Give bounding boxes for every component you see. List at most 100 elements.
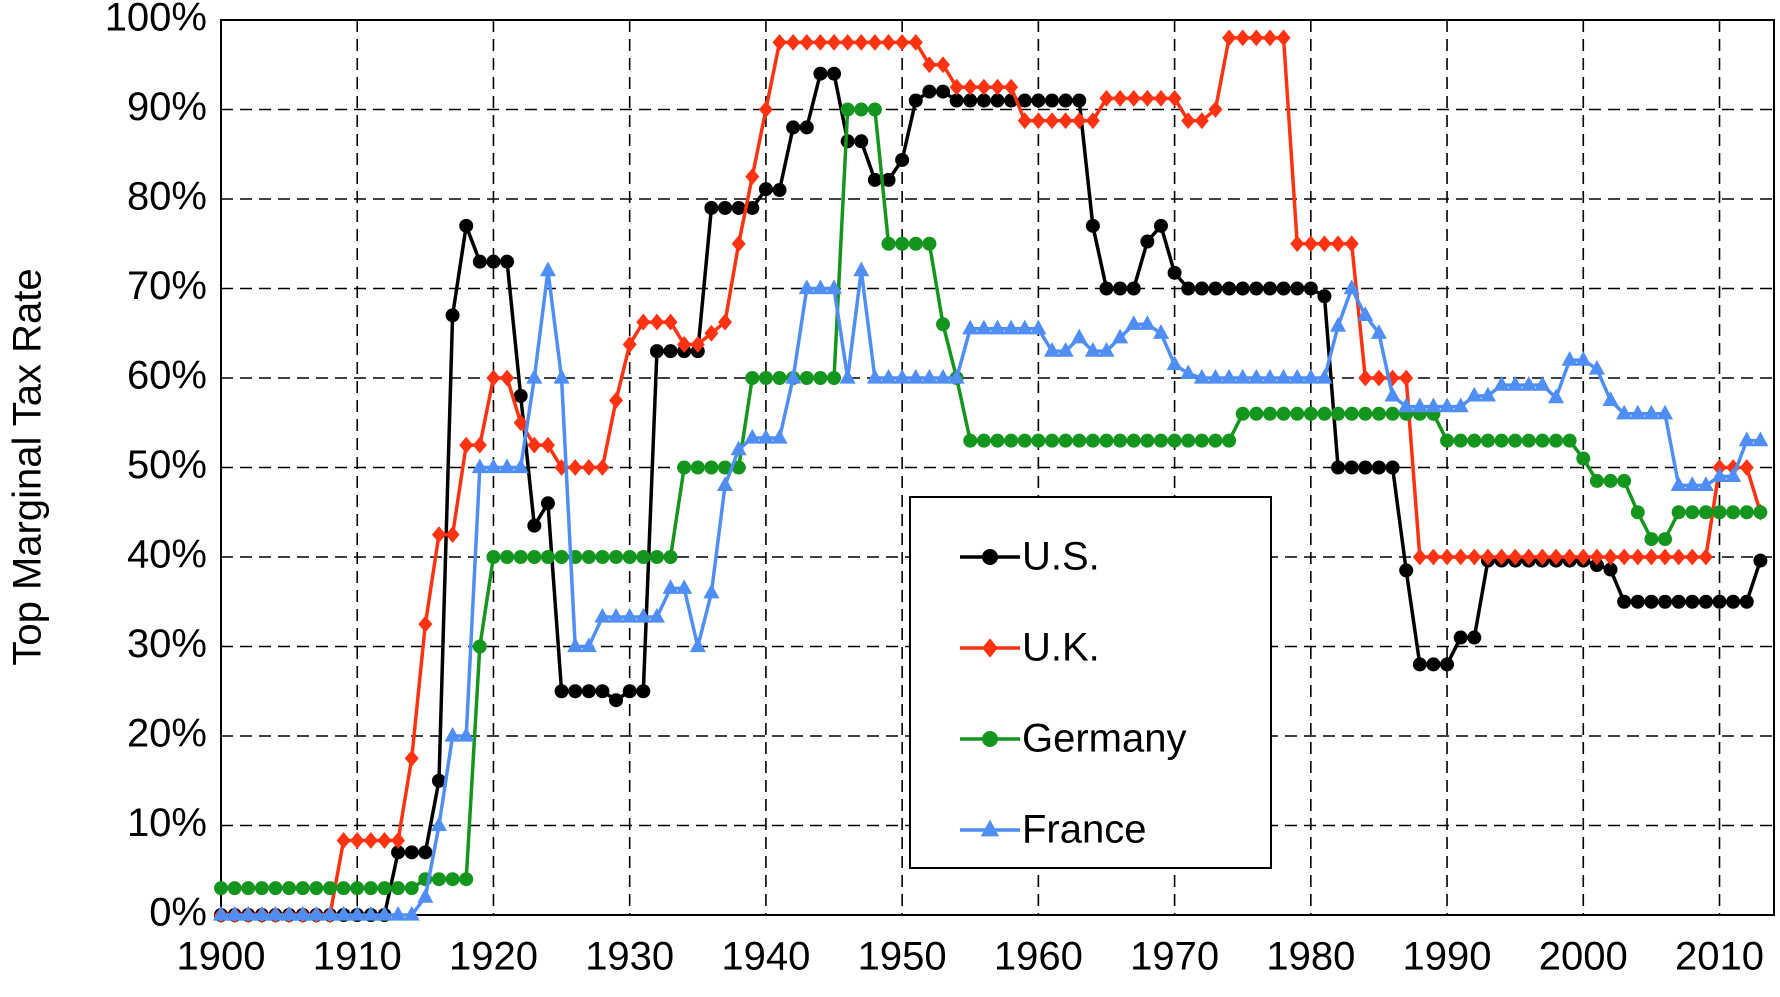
y-tick-label: 10% [127, 801, 207, 845]
legend-box [909, 496, 1272, 869]
marker [308, 905, 325, 921]
marker [1358, 406, 1373, 421]
marker [486, 254, 501, 269]
marker [798, 279, 815, 295]
marker [799, 33, 814, 51]
marker [662, 579, 679, 594]
marker [663, 550, 678, 564]
marker [758, 371, 773, 385]
marker [418, 845, 433, 860]
marker [839, 368, 856, 384]
marker [1071, 328, 1088, 344]
marker [431, 872, 446, 887]
marker [1616, 404, 1633, 420]
marker [1193, 368, 1210, 384]
marker [1370, 324, 1387, 339]
marker [1331, 460, 1346, 475]
marker [1630, 594, 1645, 609]
marker [1412, 657, 1427, 672]
marker [471, 458, 488, 474]
x-tick-label: 1970 [1130, 935, 1219, 979]
marker [417, 888, 434, 903]
marker [472, 639, 487, 654]
marker [1004, 78, 1019, 96]
marker [1439, 397, 1456, 413]
marker [1656, 404, 1674, 420]
marker [1207, 368, 1224, 384]
marker [1712, 594, 1727, 609]
marker [1453, 548, 1468, 566]
y-tick-label: 30% [127, 622, 207, 666]
y-axis-label: Top Marginal Tax Rate [6, 268, 50, 665]
marker [1494, 548, 1509, 566]
marker [990, 78, 1005, 96]
marker [1452, 397, 1469, 413]
marker [1166, 355, 1183, 371]
marker [1222, 281, 1237, 296]
marker [771, 428, 788, 444]
marker [1234, 368, 1251, 384]
marker [648, 607, 665, 623]
marker [391, 845, 406, 860]
marker [1249, 406, 1264, 421]
marker [1276, 29, 1291, 47]
marker [1467, 630, 1482, 645]
marker [744, 428, 761, 444]
marker [1658, 532, 1673, 547]
marker [936, 56, 951, 74]
marker [1752, 431, 1769, 447]
marker [1099, 281, 1114, 296]
marker [635, 607, 652, 623]
marker [349, 905, 366, 921]
marker [786, 33, 801, 51]
marker [1249, 29, 1264, 47]
x-tick-label: 1960 [994, 935, 1083, 979]
marker [404, 845, 419, 860]
marker [866, 368, 883, 384]
y-tick-label: 50% [127, 443, 207, 487]
marker [1411, 397, 1428, 413]
marker [1671, 594, 1686, 609]
marker [1371, 369, 1386, 387]
marker [980, 819, 1000, 837]
series [214, 102, 1768, 896]
marker [636, 684, 651, 699]
marker [1684, 476, 1701, 491]
marker [1085, 112, 1100, 130]
marker [827, 371, 842, 385]
marker [282, 881, 297, 896]
marker [363, 832, 378, 849]
marker [1208, 433, 1223, 448]
marker [1112, 328, 1129, 344]
y-tick-label: 40% [127, 533, 207, 577]
marker [1494, 433, 1509, 448]
marker [1671, 505, 1686, 520]
marker [990, 433, 1005, 448]
marker [1371, 406, 1386, 421]
marker [922, 56, 937, 74]
marker [294, 905, 311, 921]
marker [472, 254, 487, 269]
marker [636, 550, 651, 564]
marker [731, 460, 746, 475]
marker [1738, 431, 1755, 447]
marker [908, 93, 923, 108]
marker [704, 324, 719, 342]
marker [267, 905, 284, 921]
marker [990, 93, 1005, 108]
marker [854, 134, 869, 149]
marker [718, 200, 733, 215]
marker [1603, 548, 1618, 566]
marker [1276, 406, 1291, 421]
marker [404, 881, 419, 896]
marker [1521, 433, 1536, 448]
marker [936, 317, 951, 332]
marker [649, 344, 664, 359]
marker [513, 388, 528, 403]
marker [500, 550, 515, 564]
marker [1290, 406, 1305, 421]
marker [1331, 406, 1346, 421]
marker [853, 261, 870, 277]
marker [350, 832, 365, 849]
marker [1290, 281, 1305, 296]
